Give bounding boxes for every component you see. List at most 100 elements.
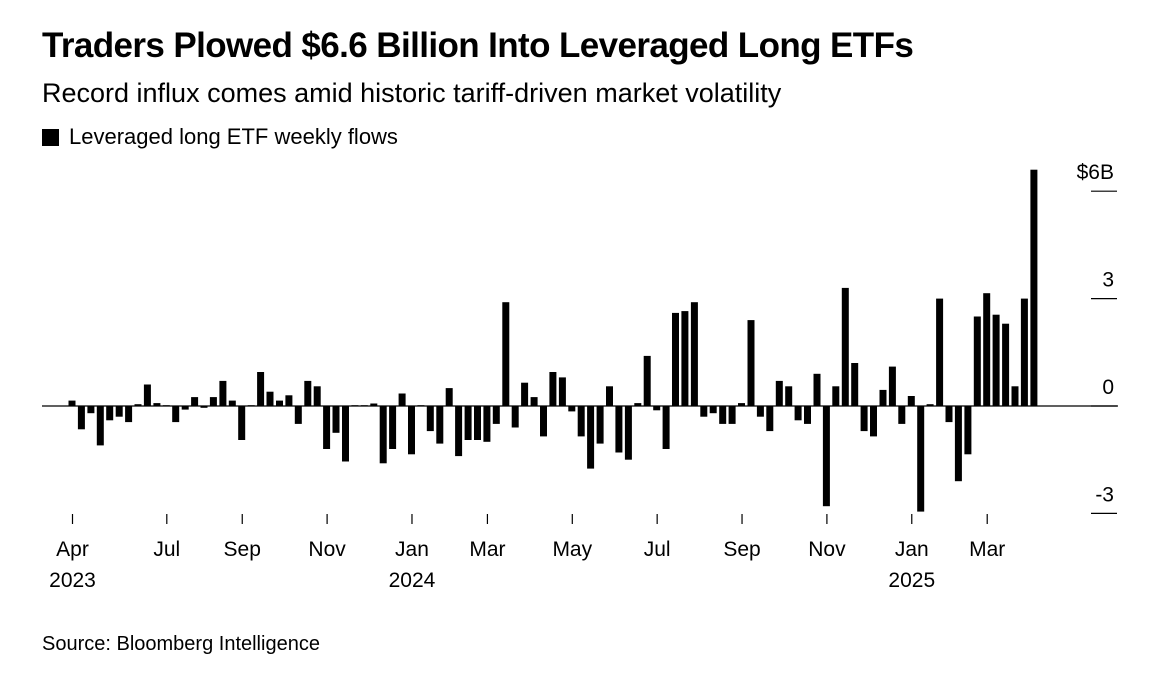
bar [257,372,265,406]
bar [954,406,962,482]
bar [926,404,934,406]
bar [304,380,312,406]
y-tick-label: -3 [1095,483,1114,506]
bar [342,406,349,462]
bar [756,406,764,417]
bar [596,406,604,444]
legend: Leveraged long ETF weekly flows [42,124,398,150]
bar [662,406,670,449]
bar [181,406,189,410]
bar [568,406,576,412]
bar [474,406,481,440]
x-tick-label: Nov [808,538,846,561]
bar [634,403,642,406]
bar [266,391,274,406]
bar [191,397,199,406]
bar [209,397,217,406]
bar [558,377,566,406]
bar [379,406,387,464]
bar [276,400,283,406]
chart-title: Traders Plowed $6.6 Billion Into Leverag… [42,26,914,65]
bar [1030,169,1038,406]
x-axis: Apr 2023 Jul Sep Nov Jan 2024 Mar May Jul Sep Nov Ja… [49,514,1005,592]
bar [813,373,821,406]
bar [672,312,679,406]
y-tick-label: 3 [1102,269,1114,292]
legend-label: Leveraged long ETF weekly flows [69,124,398,149]
bar [106,406,114,421]
bar [606,386,613,406]
bar [398,393,406,406]
bar [436,406,444,444]
bar [455,406,463,457]
bar [332,406,340,433]
bar [907,396,915,406]
bar [96,406,104,446]
x-tick-label: May [552,538,592,561]
bar [464,406,472,440]
bar [681,311,689,406]
legend-swatch [42,128,59,146]
bar [530,397,538,406]
bar [775,380,783,406]
bar [577,406,585,437]
x-tick-label: Jul [644,538,671,561]
bar [1020,298,1028,406]
bar [323,406,331,449]
x-tick-label: Jan [395,538,429,561]
bar [804,406,811,424]
x-year-label: 2025 [888,569,935,592]
chart-subtitle: Record influx comes amid historic tariff… [42,78,782,108]
bar [728,406,736,424]
bar [719,406,727,424]
x-tick-label: Nov [308,538,346,561]
x-year-label: 2023 [49,569,96,592]
bar [125,406,133,423]
bar [134,404,142,406]
bar [643,355,651,406]
bar [492,406,500,424]
x-tick-label: Jul [153,538,180,561]
source-note: Source: Bloomberg Intelligence [42,633,320,655]
bar [1002,323,1010,406]
bar [841,287,849,406]
bar [540,406,547,437]
bar [785,386,793,406]
x-tick-label: Jan [895,538,929,561]
bar [408,406,415,455]
bar [945,406,953,423]
bar [502,302,510,406]
bar [511,406,519,428]
bars-group [68,169,1038,512]
bar [200,406,208,408]
bar [172,406,180,423]
bar [549,372,557,406]
bar [483,406,491,442]
bar [888,366,896,406]
bar [389,406,397,449]
bar [587,406,595,469]
bar [794,406,802,421]
bar [870,406,877,437]
bar [766,406,774,432]
bar [653,406,661,411]
bar [879,389,887,406]
x-tick-label: Apr [56,538,89,561]
bar [917,406,925,512]
bar [973,316,981,406]
bar [426,406,434,432]
bar [624,406,632,460]
bar [313,386,321,406]
bar [747,320,755,406]
bar [285,395,293,406]
bar [445,388,453,406]
y-tick-label: $6B [1077,161,1114,184]
bar [228,400,236,406]
x-tick-label: Sep [224,538,261,561]
y-axis: $6B 3 0 -3 [1077,161,1117,515]
bar [153,403,161,406]
bar [738,403,745,406]
bar [832,386,840,406]
bar [709,406,717,414]
bar [964,406,972,455]
